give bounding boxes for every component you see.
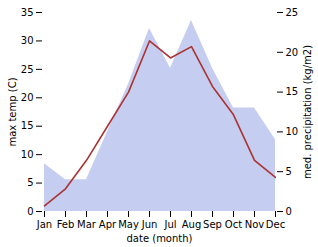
svg-text:Sep: Sep xyxy=(203,219,222,230)
svg-text:date (month): date (month) xyxy=(127,233,193,244)
svg-text:25: 25 xyxy=(21,64,34,75)
svg-text:10: 10 xyxy=(286,126,299,137)
svg-text:15: 15 xyxy=(21,120,34,131)
svg-text:30: 30 xyxy=(21,35,34,46)
svg-text:35: 35 xyxy=(21,7,34,18)
svg-text:Feb: Feb xyxy=(57,219,75,230)
svg-text:Oct: Oct xyxy=(225,219,242,230)
svg-text:max temp (C): max temp (C) xyxy=(7,77,18,146)
svg-text:May: May xyxy=(118,219,139,230)
svg-text:10: 10 xyxy=(21,149,34,160)
svg-text:5: 5 xyxy=(27,177,33,188)
svg-text:0: 0 xyxy=(286,206,292,217)
svg-text:med. precipitation (kg/m2): med. precipitation (kg/m2) xyxy=(302,45,313,179)
svg-text:20: 20 xyxy=(286,47,299,58)
svg-text:Jun: Jun xyxy=(141,219,158,230)
svg-text:Mar: Mar xyxy=(77,219,97,230)
svg-text:15: 15 xyxy=(286,86,299,97)
svg-text:0: 0 xyxy=(27,206,33,217)
svg-text:Apr: Apr xyxy=(99,219,117,230)
svg-text:25: 25 xyxy=(286,7,299,18)
svg-text:5: 5 xyxy=(286,166,292,177)
svg-text:Nov: Nov xyxy=(245,219,265,230)
svg-text:20: 20 xyxy=(21,92,34,103)
svg-text:Jan: Jan xyxy=(36,219,52,230)
svg-text:Aug: Aug xyxy=(182,219,202,230)
svg-text:Jul: Jul xyxy=(163,219,176,230)
svg-text:Dec: Dec xyxy=(266,219,285,230)
